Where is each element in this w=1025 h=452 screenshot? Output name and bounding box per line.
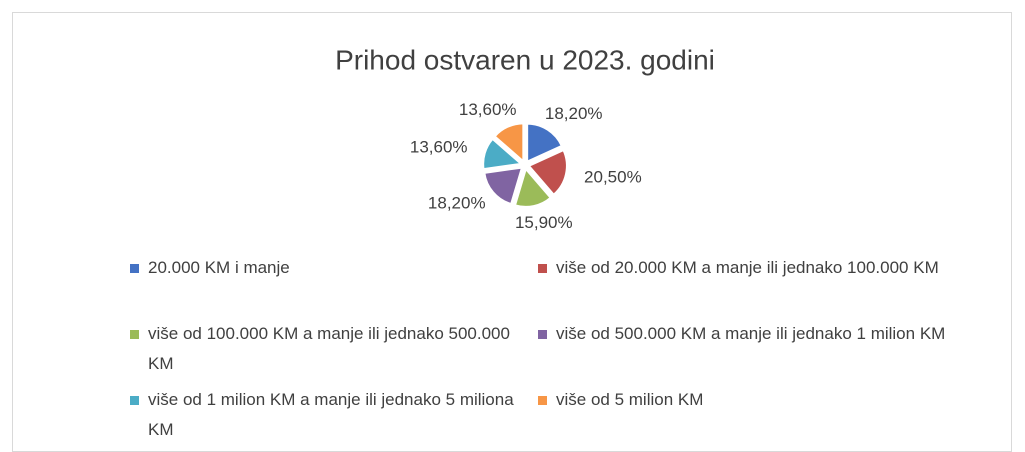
legend-label: više od 500.000 KM a manje ili jednako 1… <box>556 324 946 343</box>
pie-slice <box>493 122 525 164</box>
legend-entry: više od 5 milion KM <box>538 385 946 415</box>
pie-slice <box>526 122 564 164</box>
legend-label: više od 1 milion KM a manje ili jednako … <box>148 390 514 439</box>
data-label: 15,90% <box>515 213 573 232</box>
data-label: 18,20% <box>545 104 603 123</box>
data-label: 13,60% <box>459 100 517 119</box>
chart-title: Prihod ostvaren u 2023. godini <box>335 44 715 75</box>
legend-entry: više od 20.000 KM a manje ili jednako 10… <box>538 253 946 283</box>
legend-swatch <box>130 396 139 405</box>
pie-slice <box>482 137 524 171</box>
pie-slice <box>483 166 524 206</box>
legend-swatch <box>538 396 547 405</box>
legend-entry: više od 100.000 KM a manje ili jednako 5… <box>130 319 538 379</box>
legend-swatch <box>538 264 547 273</box>
legend-label: više od 5 milion KM <box>556 390 704 409</box>
pie-slice <box>527 148 568 197</box>
legend-label: više od 100.000 KM a manje ili jednako 5… <box>148 324 510 373</box>
data-label: 13,60% <box>410 137 468 156</box>
data-label: 20,50% <box>584 167 642 186</box>
legend-entry: 20.000 KM i manje <box>130 253 538 283</box>
legend-swatch <box>130 330 139 339</box>
legend-swatch <box>538 330 547 339</box>
legend-label: 20.000 KM i manje <box>148 258 290 277</box>
pie-slice <box>513 166 553 208</box>
data-label: 18,20% <box>428 194 486 213</box>
legend-label: više od 20.000 KM a manje ili jednako 10… <box>556 258 939 277</box>
legend-swatch <box>130 264 139 273</box>
legend-entry: više od 500.000 KM a manje ili jednako 1… <box>538 319 946 349</box>
legend-entry: više od 1 milion KM a manje ili jednako … <box>130 385 538 445</box>
